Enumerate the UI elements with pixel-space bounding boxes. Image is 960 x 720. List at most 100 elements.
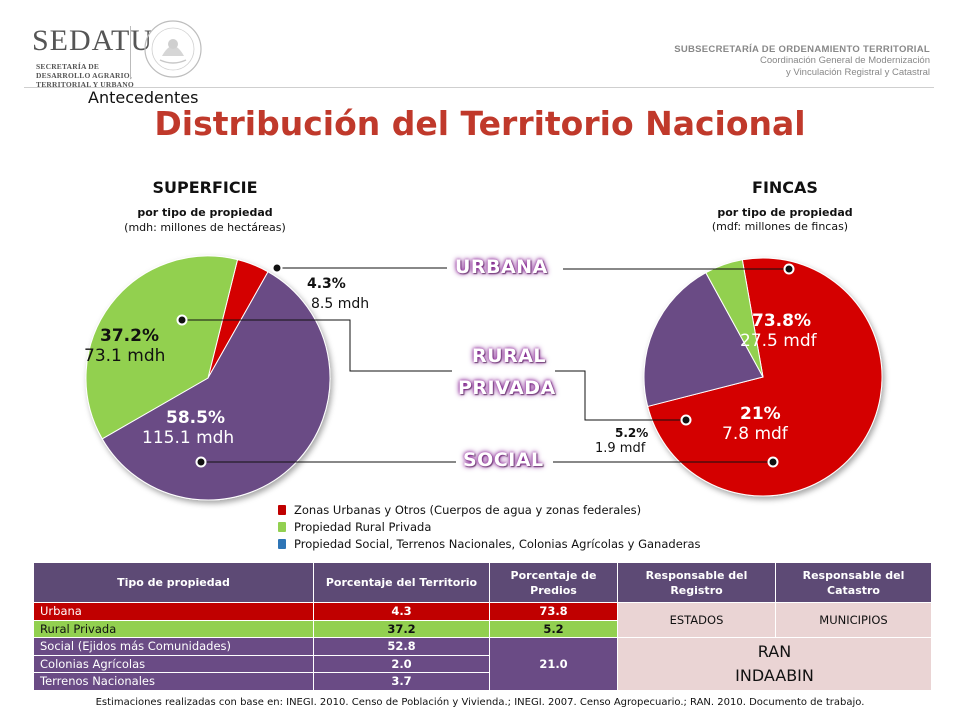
category-privada: PRIVADA — [458, 377, 556, 399]
superficie-rural-label: 37.2% 73.1 mdh — [84, 326, 165, 366]
table-row: Rural Privada 37.2 5.2 — [33, 619, 932, 638]
logo-subtitle: SECRETARÍA DE DESARROLLO AGRARIO, TERRIT… — [36, 62, 134, 89]
section-label: Antecedentes — [88, 88, 199, 107]
cell-territorio: 52.8 — [313, 637, 490, 656]
fincas-rural-pct: 5.2% — [615, 426, 649, 440]
dot-social-left — [195, 456, 207, 468]
fincas-rural-label: 5.2% 1.9 mdf — [593, 425, 648, 457]
legend-label-social: Propiedad Social, Terrenos Nacionales, C… — [294, 536, 701, 551]
resp-indaabin: INDAABIN — [735, 665, 814, 685]
source-note: Estimaciones realizadas con base en: INE… — [95, 697, 865, 708]
cell-territorio: 37.2 — [313, 619, 490, 638]
fincas-social-pct: 21% — [740, 404, 781, 424]
resp-ran: RAN — [757, 641, 792, 661]
fincas-urbana-label: 73.8% 27.5 mdf — [740, 311, 817, 351]
table-row: Social (Ejidos más Comunidades) 52.8 21.… — [33, 637, 932, 691]
cell-tipo: Social (Ejidos más Comunidades) — [33, 637, 314, 656]
legend-label-urbana: Zonas Urbanas y Otros (Cuerpos de agua y… — [294, 502, 642, 517]
property-table: Tipo de propiedad Porcentaje del Territo… — [33, 562, 932, 691]
table-row: Colonias Agrícolas 2.0 — [33, 654, 932, 673]
cell-catastro-municipios: MUNICIPIOS — [775, 602, 932, 638]
superficie-social-pct: 58.5% — [166, 408, 225, 428]
header-line-2: Coordinación General de Modernización — [759, 55, 930, 66]
logo-wordmark: SEDATU — [32, 24, 154, 57]
fincas-unit: (mdf: millones de fincas) — [711, 220, 849, 233]
dot-urbana-left — [271, 262, 283, 274]
legend-swatch-rural — [278, 521, 286, 532]
connector-lines — [183, 267, 789, 463]
superficie-urbana-label: 4.3% 8.5 mdh — [307, 274, 369, 314]
fincas-social-val: 7.8 mdf — [722, 424, 788, 444]
legend-item-social: Propiedad Social, Terrenos Nacionales, C… — [278, 535, 701, 552]
fincas-social-label: 21% 7.8 mdf — [722, 404, 788, 444]
cell-predios: 5.2 — [489, 619, 618, 638]
superficie-subtitle: por tipo de propiedad — [137, 206, 273, 219]
cell-predios-social: 21.0 — [489, 637, 618, 691]
superficie-unit: (mdh: millones de hectáreas) — [124, 221, 286, 234]
fincas-subtitle: por tipo de propiedad — [717, 206, 853, 219]
superficie-slice-social — [101, 271, 331, 501]
fincas-slice-urbana — [647, 257, 883, 497]
fincas-slice-social — [643, 271, 764, 408]
dot-urbana-right — [783, 263, 795, 275]
line-rural-left — [183, 319, 452, 372]
dot-social-right — [767, 456, 779, 468]
cell-territorio: 2.0 — [313, 654, 490, 673]
col-header-predios: Porcentaje de Predios — [489, 562, 618, 603]
fincas-title: FINCAS — [752, 178, 818, 197]
col-header-territorio: Porcentaje del Territorio — [313, 562, 490, 603]
fincas-urbana-pct: 73.8% — [752, 311, 811, 331]
category-urbana: URBANA — [455, 256, 548, 278]
superficie-title: SUPERFICIE — [152, 178, 258, 197]
mexico-seal-icon — [144, 20, 202, 78]
table-row: Urbana 4.3 73.8 ESTADOS MUNICIPIOS — [33, 602, 932, 638]
legend-label-rural: Propiedad Rural Privada — [294, 519, 432, 534]
header-agency-info: SUBSECRETARÍA DE ORDENAMIENTO TERRITORIA… — [674, 44, 930, 79]
header-divider — [24, 87, 934, 88]
sedatu-logo: SEDATU SECRETARÍA DE DESARROLLO AGRARIO,… — [22, 22, 222, 89]
table-row: Terrenos Nacionales 3.7 — [33, 672, 932, 691]
col-header-registro: Responsable del Registro — [617, 562, 776, 603]
superficie-rural-pct: 37.2% — [100, 326, 159, 346]
fincas-pie — [643, 257, 883, 497]
dot-rural-right — [680, 414, 692, 426]
cell-tipo: Urbana — [33, 602, 314, 621]
col-header-catastro: Responsable del Catastro — [775, 562, 932, 603]
col-header-tipo: Tipo de propiedad — [33, 562, 314, 603]
cell-territorio: 4.3 — [313, 602, 490, 621]
legend-swatch-social — [278, 538, 286, 549]
chart-legend: Zonas Urbanas y Otros (Cuerpos de agua y… — [278, 501, 701, 552]
superficie-pie — [85, 255, 331, 501]
superficie-rural-val: 73.1 mdh — [84, 346, 166, 366]
fincas-slice-rural-privada — [705, 259, 764, 378]
cell-predios: 73.8 — [489, 602, 618, 621]
table-header-row: Tipo de propiedad Porcentaje del Territo… — [33, 562, 932, 603]
logo-sub-line-1: SECRETARÍA DE — [36, 62, 100, 71]
connector-dots — [176, 262, 795, 468]
cell-responsable-federal: RAN INDAABIN — [617, 637, 932, 691]
header-line-3: y Vinculación Registral y Catastral — [786, 67, 930, 78]
superficie-social-label: 58.5% 115.1 mdh — [138, 408, 234, 448]
legend-swatch-urbana — [278, 504, 286, 515]
dot-rural-left — [176, 314, 188, 326]
cell-territorio: 3.7 — [313, 672, 490, 691]
header-line-1: SUBSECRETARÍA DE ORDENAMIENTO TERRITORIA… — [674, 44, 930, 55]
cell-registro-estados: ESTADOS — [617, 602, 776, 638]
line-rural-right — [555, 370, 686, 421]
fincas-rural-val: 1.9 mdf — [595, 441, 646, 456]
logo-sub-line-2: DESARROLLO AGRARIO, — [36, 71, 132, 80]
cell-tipo: Terrenos Nacionales — [33, 672, 314, 691]
superficie-urbana-val: 8.5 mdh — [311, 296, 370, 312]
logo-sub-line-3: TERRITORIAL Y URBANO — [36, 80, 134, 89]
legend-item-rural: Propiedad Rural Privada — [278, 518, 701, 535]
superficie-urbana-pct: 4.3% — [307, 276, 346, 292]
legend-item-urbana: Zonas Urbanas y Otros (Cuerpos de agua y… — [278, 501, 701, 518]
category-rural: RURAL — [472, 345, 547, 367]
cell-tipo: Rural Privada — [33, 619, 314, 638]
pie-charts — [85, 255, 883, 501]
fincas-urbana-val: 27.5 mdf — [740, 331, 817, 351]
cell-tipo: Colonias Agrícolas — [33, 654, 314, 673]
category-social: SOCIAL — [463, 449, 544, 471]
logo-divider — [130, 26, 131, 78]
superficie-social-val: 115.1 mdh — [142, 428, 235, 448]
